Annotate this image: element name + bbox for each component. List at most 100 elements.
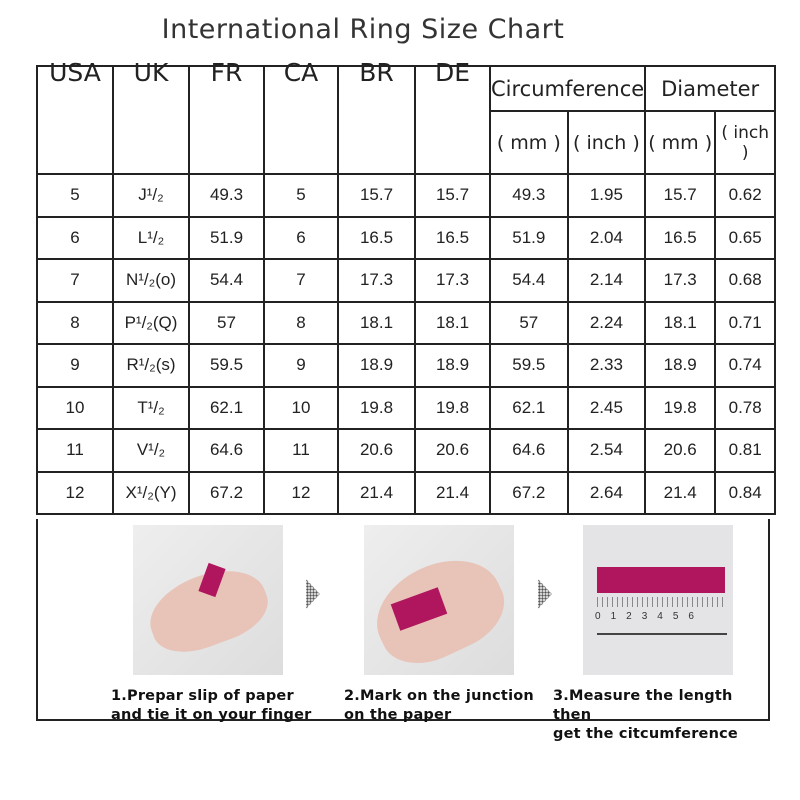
table-cell: 57 [489, 300, 569, 345]
ruler-tick-label: 2 [626, 611, 632, 622]
table-cell: 5 [263, 173, 339, 218]
table-cell: 10 [263, 385, 339, 430]
table-cell: 18.9 [644, 343, 717, 388]
table-cell: 17.3 [337, 258, 416, 303]
table-cell: V¹/₂ [112, 428, 190, 473]
table-cell: 54.4 [489, 258, 569, 303]
ruler-tick-label: 3 [641, 611, 648, 622]
table-cell: 11 [36, 428, 114, 473]
table-cell: 67.2 [489, 470, 569, 515]
table-cell: L¹/₂ [112, 215, 190, 260]
table-cell: 5 [36, 173, 114, 218]
table-cell: 18.1 [414, 300, 491, 345]
header-diameter: Diameter [644, 65, 777, 112]
table-row: 11 V¹/₂ 64.6 11 20.6 20.6 64.6 2.54 20.6 0.81 [36, 428, 777, 473]
table-row: 9 R¹/₂(s) 59.5 9 18.9 18.9 59.5 2.33 18.9 0.74 [36, 343, 777, 388]
table-cell: 16.5 [644, 215, 717, 260]
header-label: BR [359, 58, 394, 87]
table-cell: 2.04 [566, 215, 647, 260]
table-cell: 0.84 [714, 470, 777, 515]
table-cell: 21.4 [414, 470, 491, 515]
table-row: 5 J¹/₂ 49.3 5 15.7 15.7 49.3 1.95 15.7 0.62 [36, 173, 777, 218]
header-label: UK [133, 58, 169, 87]
table-cell: 0.74 [714, 343, 777, 388]
table-cell: 20.6 [337, 428, 416, 473]
table-cell: 10 [36, 385, 114, 430]
table-cell: 8 [36, 300, 114, 345]
table-cell: 49.3 [489, 173, 569, 218]
caption-line: 2.Mark on the junction [344, 688, 534, 704]
table-cell: 67.2 [188, 470, 265, 515]
table-cell: 15.7 [644, 173, 717, 218]
table-cell: 19.8 [337, 385, 416, 430]
table-cell: 51.9 [188, 215, 265, 260]
table-cell: 18.9 [414, 343, 491, 388]
table-cell: 57 [188, 300, 265, 345]
table-cell: 9 [263, 343, 339, 388]
caption-line: on the paper [344, 707, 452, 723]
header-usa: USA [36, 58, 114, 175]
table-cell: 16.5 [414, 215, 491, 260]
table-cell: 6 [36, 215, 114, 260]
table-cell: 19.8 [644, 385, 717, 430]
table-cell: 2.33 [566, 343, 647, 388]
step1-caption: 1.Prepar slip of paper and tie it on your… [111, 687, 312, 725]
table-cell: R¹/₂(s) [112, 343, 190, 388]
ruler-tick-label: 4 [657, 611, 663, 622]
table-cell: 2.64 [566, 470, 647, 515]
table-cell: J¹/₂ [112, 173, 190, 218]
table-cell: 2.24 [566, 300, 647, 345]
table-cell: 2.54 [566, 428, 647, 473]
header-label: FR [210, 58, 243, 87]
arrow-icon [538, 579, 552, 609]
step1-photo [133, 525, 283, 675]
step2-photo [361, 525, 517, 679]
caption-line: and tie it on your finger [111, 707, 312, 723]
table-cell: 21.4 [644, 470, 717, 515]
table-cell: 49.3 [188, 173, 265, 218]
table-cell: T¹/₂ [112, 385, 190, 430]
table-cell: 18.1 [337, 300, 416, 345]
arrow-icon [306, 579, 320, 609]
table-cell: 8 [263, 300, 339, 345]
table-row: 7 N¹/₂(o) 54.4 7 17.3 17.3 54.4 2.14 17.3 0.68 [36, 258, 777, 303]
header-de: DE [414, 58, 491, 175]
subheader-diam-mm: ( mm ) [644, 110, 717, 175]
table-cell: 59.5 [188, 343, 265, 388]
table-cell: 17.3 [644, 258, 717, 303]
table-cell: 18.1 [644, 300, 717, 345]
table-cell: 11 [263, 428, 339, 473]
table-cell: 54.4 [188, 258, 265, 303]
table-cell: 0.68 [714, 258, 777, 303]
subheader-diam-inch: ( inch ) [714, 110, 777, 175]
table-row: 10 T¹/₂ 62.1 10 19.8 19.8 62.1 2.45 19.8 0.78 [36, 385, 777, 430]
ruler-tick-label: 5 [672, 611, 679, 622]
table-row: 12 X¹/₂(Y) 67.2 12 21.4 21.4 67.2 2.64 21.4 0.84 [36, 470, 777, 515]
subheader-circ-mm: ( mm ) [489, 110, 569, 175]
table-row: 8 P¹/₂(Q) 57 8 18.1 18.1 57 2.24 18.1 0.71 [36, 300, 777, 345]
table-cell: 64.6 [188, 428, 265, 473]
table-cell: 9 [36, 343, 114, 388]
caption-line: 1.Prepar slip of paper [111, 688, 294, 704]
table-cell: 20.6 [414, 428, 491, 473]
table-cell: 19.8 [414, 385, 491, 430]
table-cell: 0.65 [714, 215, 777, 260]
table-cell: 0.71 [714, 300, 777, 345]
ruler-tick-label: 0 [595, 611, 601, 622]
table-cell: 7 [36, 258, 114, 303]
table-cell: 18.9 [337, 343, 416, 388]
page-title: International Ring Size Chart [161, 14, 565, 45]
table-cell: 0.78 [714, 385, 777, 430]
table-cell: 15.7 [337, 173, 416, 218]
table-row: 6 L¹/₂ 51.9 6 16.5 16.5 51.9 2.04 16.5 0.65 [36, 215, 777, 260]
table-cell: 0.81 [714, 428, 777, 473]
table-cell: 62.1 [489, 385, 569, 430]
header-label: CA [283, 58, 319, 87]
table-cell: 0.62 [714, 173, 777, 218]
caption-line: 3.Measure the length then [553, 688, 733, 723]
ring-size-table: USA UK FR CA BR DE Circumference Diamete… [36, 58, 777, 515]
step2-caption: 2.Mark on the junction on the paper [344, 687, 534, 725]
